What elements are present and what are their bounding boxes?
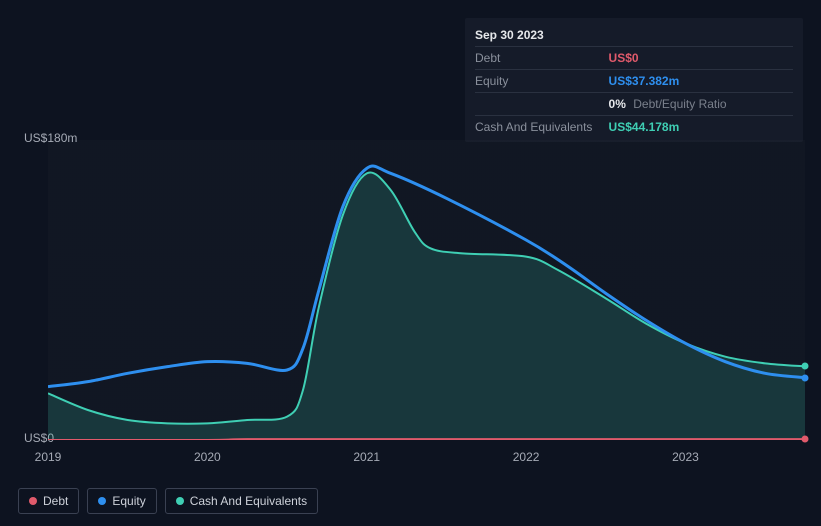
legend-dot-equity [98,497,106,505]
x-axis-label: 2021 [353,450,380,464]
legend-label: Debt [43,494,68,508]
legend-item-debt[interactable]: Debt [18,488,79,514]
info-date: Sep 30 2023 [475,24,793,46]
info-table: DebtUS$0EquityUS$37.382m0% Debt/Equity R… [475,46,793,138]
end-marker-debt [802,436,809,443]
info-row-label: Debt [475,47,609,70]
info-row-value: US$44.178m [609,116,793,139]
end-marker-cash [802,363,809,370]
debt-line [48,439,805,440]
info-box: Sep 30 2023 DebtUS$0EquityUS$37.382m0% D… [465,18,803,142]
info-row: Cash And EquivalentsUS$44.178m [475,116,793,139]
info-row-value: US$0 [609,47,793,70]
x-axis-label: 2022 [513,450,540,464]
legend-label: Cash And Equivalents [190,494,307,508]
x-axis-label: 2020 [194,450,221,464]
legend: Debt Equity Cash And Equivalents [18,488,318,514]
x-axis-label: 2023 [672,450,699,464]
legend-dot-debt [29,497,37,505]
cash-area [48,172,805,440]
legend-label: Equity [112,494,145,508]
info-row-value: 0% Debt/Equity Ratio [609,93,793,116]
legend-item-equity[interactable]: Equity [87,488,156,514]
legend-item-cash[interactable]: Cash And Equivalents [165,488,318,514]
chart-svg [48,140,805,440]
info-row-label: Cash And Equivalents [475,116,609,139]
info-row-value: US$37.382m [609,70,793,93]
info-row: 0% Debt/Equity Ratio [475,93,793,116]
info-row: DebtUS$0 [475,47,793,70]
info-row-label [475,93,609,116]
info-row: EquityUS$37.382m [475,70,793,93]
chart-plot-area [48,140,805,440]
end-marker-equity [802,374,809,381]
x-axis-label: 2019 [35,450,62,464]
legend-dot-cash [176,497,184,505]
info-row-suffix: Debt/Equity Ratio [630,97,727,111]
info-row-label: Equity [475,70,609,93]
